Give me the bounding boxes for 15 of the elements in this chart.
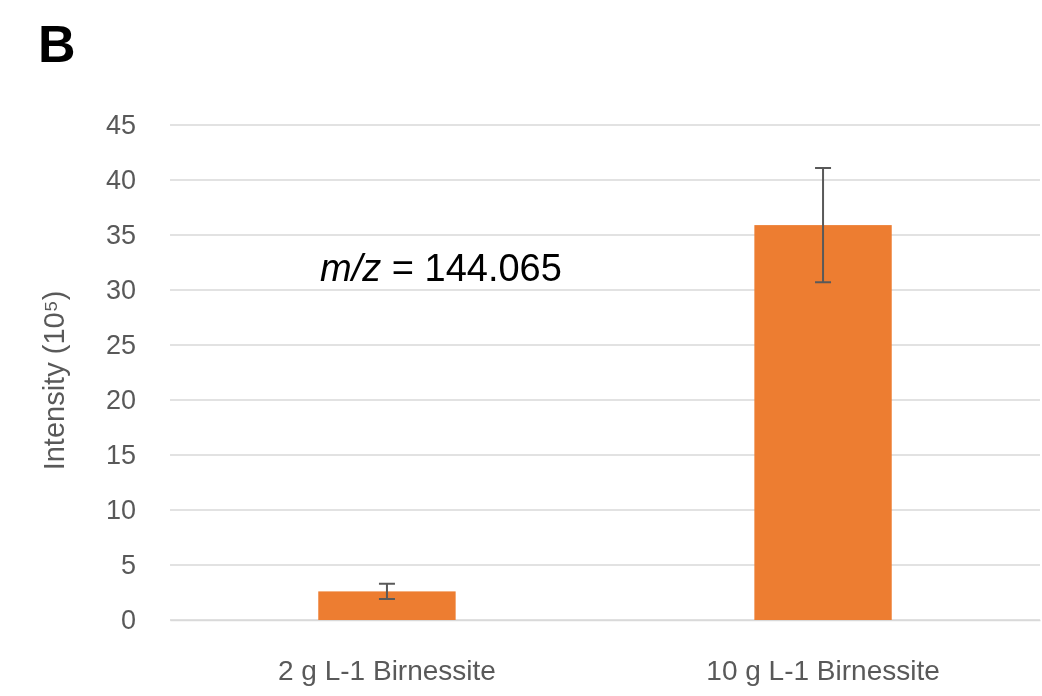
y-tick-label: 40 xyxy=(105,165,136,196)
y-axis-title: Intensity (10⁵) xyxy=(38,290,70,471)
y-tick-label: 30 xyxy=(105,275,136,306)
x-tick-label: 2 g L-1 Birnessite xyxy=(278,654,496,686)
chart-title: B xyxy=(38,15,76,73)
annotation: m/z = 144.065 xyxy=(320,247,562,289)
y-tick-label: 45 xyxy=(105,110,136,141)
y-tick-label: 10 xyxy=(105,495,136,526)
y-tick-label: 15 xyxy=(105,440,136,471)
y-tick-label: 0 xyxy=(120,605,136,636)
y-tick-label: 5 xyxy=(120,550,136,581)
y-tick-label: 25 xyxy=(105,330,136,361)
y-tick-label: 35 xyxy=(105,220,136,251)
x-tick-label: 10 g L-1 Birnessite xyxy=(706,654,940,686)
y-tick-label: 20 xyxy=(105,385,136,416)
